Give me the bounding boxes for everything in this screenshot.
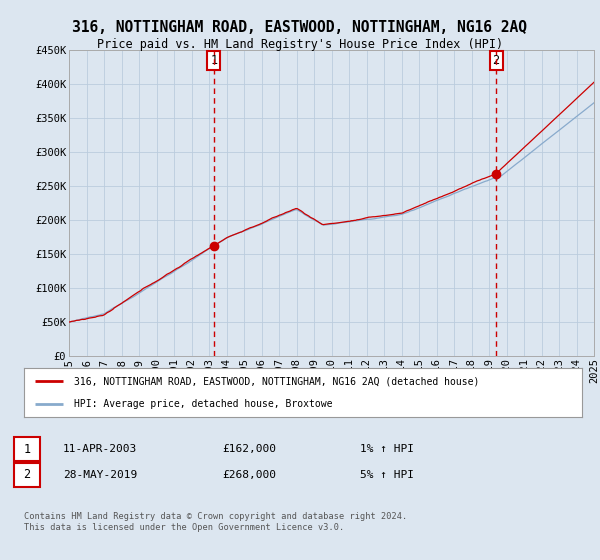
- Text: 1: 1: [211, 54, 217, 67]
- Text: Price paid vs. HM Land Registry's House Price Index (HPI): Price paid vs. HM Land Registry's House …: [97, 38, 503, 50]
- Text: 1% ↑ HPI: 1% ↑ HPI: [360, 444, 414, 454]
- Text: £268,000: £268,000: [222, 470, 276, 480]
- Text: 316, NOTTINGHAM ROAD, EASTWOOD, NOTTINGHAM, NG16 2AQ (detached house): 316, NOTTINGHAM ROAD, EASTWOOD, NOTTINGH…: [74, 377, 479, 387]
- Text: 11-APR-2003: 11-APR-2003: [63, 444, 137, 454]
- Text: 1: 1: [23, 442, 31, 456]
- Text: HPI: Average price, detached house, Broxtowe: HPI: Average price, detached house, Brox…: [74, 399, 333, 409]
- Text: 28-MAY-2019: 28-MAY-2019: [63, 470, 137, 480]
- Text: 2: 2: [493, 54, 500, 67]
- Text: 5% ↑ HPI: 5% ↑ HPI: [360, 470, 414, 480]
- Text: 316, NOTTINGHAM ROAD, EASTWOOD, NOTTINGHAM, NG16 2AQ: 316, NOTTINGHAM ROAD, EASTWOOD, NOTTINGH…: [73, 20, 527, 35]
- Text: 2: 2: [23, 468, 31, 482]
- Text: Contains HM Land Registry data © Crown copyright and database right 2024.
This d: Contains HM Land Registry data © Crown c…: [24, 512, 407, 532]
- Text: £162,000: £162,000: [222, 444, 276, 454]
